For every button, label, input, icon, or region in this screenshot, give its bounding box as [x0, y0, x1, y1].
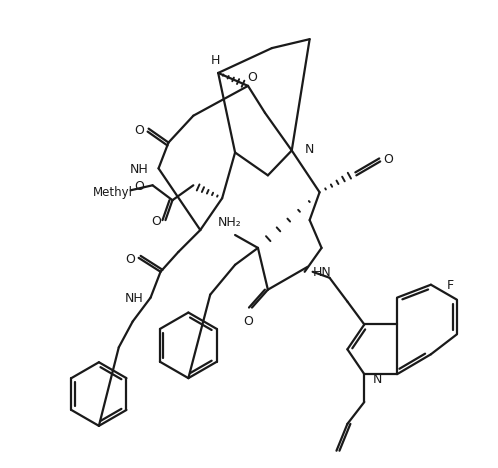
Text: NH: NH [124, 292, 143, 305]
Text: O: O [247, 72, 257, 84]
Text: NH: NH [129, 163, 148, 176]
Text: O: O [135, 124, 144, 137]
Text: Methyl: Methyl [93, 186, 133, 199]
Text: HN: HN [313, 266, 332, 279]
Text: O: O [135, 180, 144, 193]
Text: F: F [447, 279, 454, 292]
Text: O: O [125, 253, 134, 266]
Text: N: N [373, 373, 381, 386]
Text: N: N [305, 143, 314, 156]
Text: H: H [211, 53, 220, 66]
Text: O: O [383, 153, 393, 166]
Text: O: O [243, 315, 253, 328]
Text: NH₂: NH₂ [218, 216, 242, 228]
Text: O: O [151, 214, 161, 227]
